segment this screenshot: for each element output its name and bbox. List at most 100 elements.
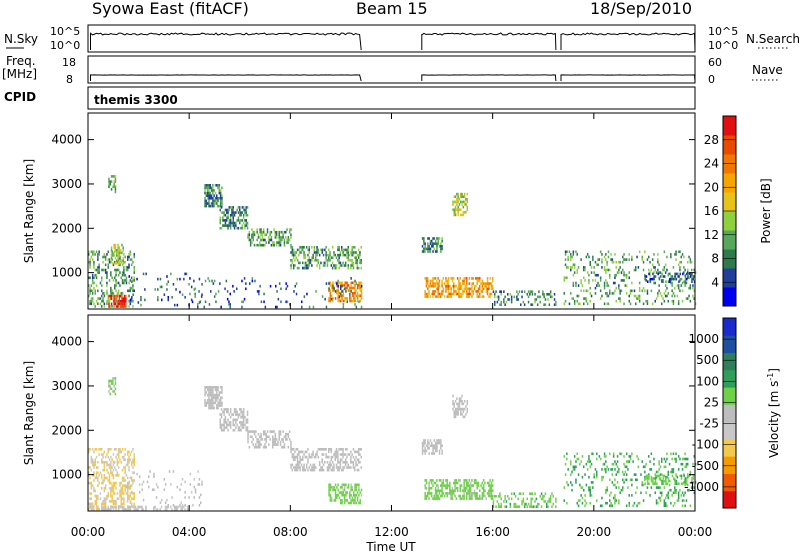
data-cell (121, 508, 124, 511)
data-cell (471, 282, 473, 285)
data-cell (479, 292, 481, 296)
data-cell (605, 468, 607, 471)
data-cell (534, 300, 536, 304)
data-cell (337, 299, 339, 303)
data-cell (153, 506, 155, 510)
data-cell (355, 261, 357, 265)
data-cell (226, 421, 228, 424)
data-cell (680, 284, 682, 287)
data-cell (312, 466, 314, 469)
data-cell (298, 463, 300, 467)
data-cell (114, 256, 117, 260)
data-cell (590, 494, 593, 497)
data-cell (433, 282, 435, 285)
data-cell (661, 479, 663, 483)
data-cell (456, 410, 458, 413)
data-cell (425, 479, 428, 482)
data-cell (456, 292, 459, 296)
data-cell (337, 246, 339, 249)
data-cell (217, 406, 219, 410)
data-cell (110, 500, 112, 503)
data-cell (667, 491, 669, 495)
data-cell (536, 502, 539, 506)
data-cell (167, 298, 169, 302)
data-cell (687, 473, 689, 476)
data-cell (648, 474, 650, 478)
data-cell (625, 478, 628, 482)
data-cell (472, 277, 474, 280)
data-cell (294, 251, 296, 254)
data-cell (208, 391, 210, 394)
data-cell (122, 262, 124, 265)
data-cell (116, 294, 118, 298)
data-cell (460, 407, 462, 411)
data-cell (221, 186, 223, 190)
data-cell (121, 479, 124, 482)
data-cell (425, 295, 428, 298)
data-cell (647, 477, 649, 480)
data-cell (429, 242, 432, 245)
data-cell (110, 382, 113, 385)
data-cell (603, 281, 606, 285)
data-cell (492, 484, 494, 487)
data-cell (336, 496, 338, 500)
data-cell (247, 438, 249, 441)
data-cell (650, 475, 653, 479)
data-cell (326, 466, 329, 469)
data-cell (246, 224, 249, 227)
data-cell (429, 284, 432, 288)
data-cell (596, 470, 598, 474)
data-cell (663, 250, 666, 254)
data-cell (441, 486, 443, 490)
data-cell (632, 460, 634, 463)
colorbar-swatch (723, 421, 736, 440)
data-cell (530, 505, 532, 508)
data-cell (99, 448, 102, 451)
data-cell (563, 276, 565, 280)
data-cell (329, 291, 332, 295)
data-cell (237, 211, 240, 214)
data-cell (674, 479, 676, 483)
data-cell (434, 250, 437, 253)
data-cell (125, 266, 128, 269)
data-cell (329, 289, 332, 292)
data-cell (536, 303, 539, 306)
data-cell (510, 492, 513, 495)
data-cell (452, 203, 454, 206)
data-cell (256, 228, 258, 231)
data-cell (114, 377, 117, 380)
data-cell (589, 460, 591, 463)
data-cell (138, 475, 141, 478)
data-cell (302, 248, 304, 252)
data-cell (547, 500, 549, 503)
data-cell (441, 239, 443, 243)
data-cell (462, 282, 464, 285)
data-cell (679, 250, 681, 254)
data-cell (638, 294, 641, 298)
data-cell (302, 246, 304, 249)
data-cell (248, 236, 251, 239)
data-cell (673, 477, 675, 480)
data-cell (322, 264, 325, 267)
data-cell (344, 458, 347, 461)
data-cell (605, 488, 607, 492)
data-cell (462, 497, 464, 500)
data-cell (223, 224, 225, 227)
data-cell (102, 255, 104, 259)
data-cell (166, 505, 168, 509)
data-cell (434, 441, 437, 445)
data-cell (437, 494, 439, 498)
data-cell (357, 448, 360, 451)
data-cell (475, 284, 477, 288)
data-cell (286, 284, 289, 288)
data-cell (466, 494, 468, 498)
data-cell (672, 266, 675, 269)
data-cell (629, 455, 632, 458)
data-cell (460, 213, 462, 217)
data-cell (461, 413, 463, 416)
data-cell (679, 268, 681, 272)
data-cell (680, 462, 682, 466)
data-cell (454, 205, 457, 209)
data-cell (138, 505, 141, 509)
data-cell (599, 276, 602, 280)
